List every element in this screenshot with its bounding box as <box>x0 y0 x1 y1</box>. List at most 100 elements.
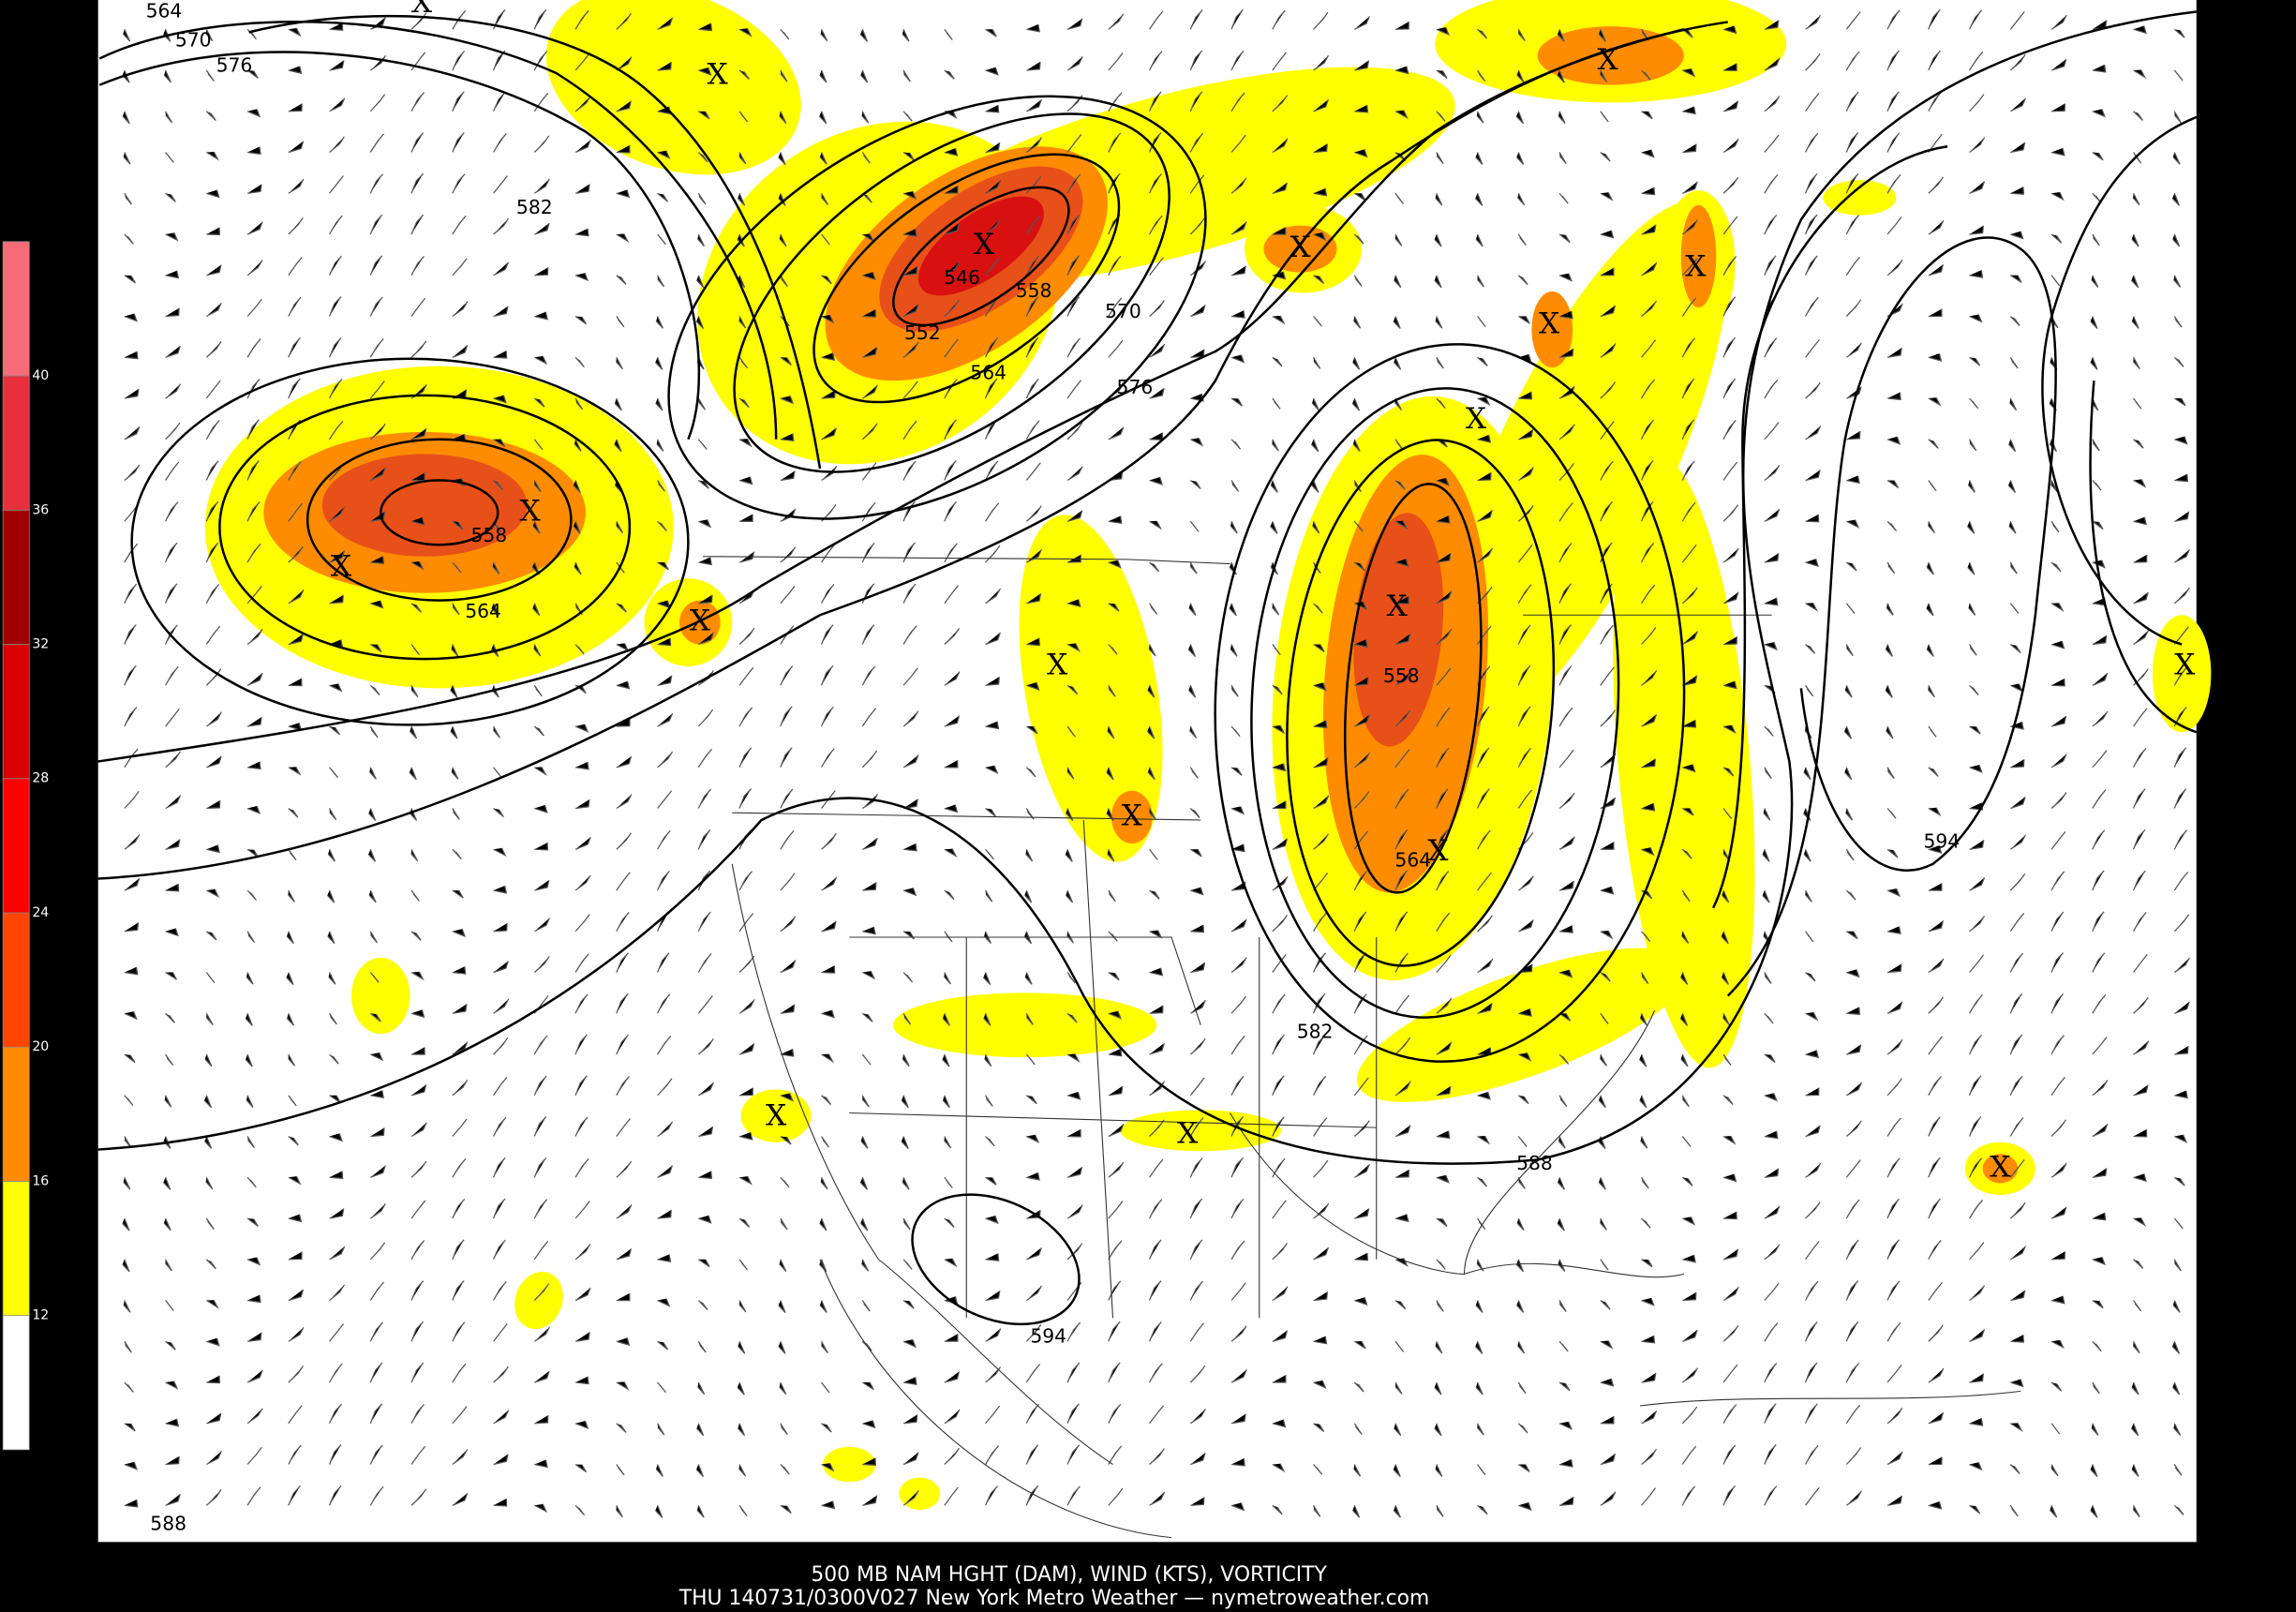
wind-barb <box>1272 953 1287 973</box>
wind-barb <box>657 520 667 531</box>
wind-barb <box>1353 316 1362 329</box>
wind-barb <box>1762 849 1770 862</box>
wind-barb <box>1230 684 1239 697</box>
wind-barb <box>1394 1381 1403 1395</box>
wind-barb <box>1681 544 1697 563</box>
wind-barb <box>123 152 131 165</box>
wind-barb <box>1681 1445 1697 1465</box>
wind-barb <box>1149 300 1165 317</box>
wind-barb <box>246 805 261 814</box>
wind-barb <box>1886 91 1901 112</box>
wind-barb <box>288 256 303 276</box>
wind-barb <box>1845 644 1854 657</box>
wind-barb <box>1026 23 1040 33</box>
wind-barb <box>1517 233 1527 246</box>
height-contour <box>1343 483 1483 894</box>
wind-barb <box>985 1095 993 1107</box>
wind-barb <box>2009 1158 2025 1178</box>
wind-barb <box>1846 969 1860 978</box>
wind-barb <box>1436 667 1452 686</box>
wind-barb <box>1518 1501 1532 1511</box>
wind-barb <box>410 684 419 698</box>
wind-barb <box>1394 233 1403 246</box>
wind-barb <box>1108 1161 1125 1178</box>
wind-barb <box>985 632 1001 646</box>
wind-barb <box>288 545 304 563</box>
wind-barb <box>1436 69 1448 79</box>
vorticity-area <box>1823 180 1897 216</box>
wind-barb <box>1066 134 1082 153</box>
wind-barb <box>205 1299 219 1309</box>
wind-barb <box>2174 511 2190 522</box>
wind-barb <box>1805 338 1820 358</box>
wind-barb <box>2173 872 2189 891</box>
wind-barb <box>452 889 464 899</box>
wind-barb <box>1967 480 1975 493</box>
wind-barb <box>533 725 544 737</box>
wind-barb <box>1764 508 1781 522</box>
wind-barb <box>1108 1085 1124 1097</box>
vorticity-max-marker: X <box>520 494 542 528</box>
wind-barb <box>1026 1247 1042 1261</box>
wind-barb <box>2050 603 2065 613</box>
wind-barb <box>574 397 584 410</box>
vorticity-area <box>1111 790 1153 843</box>
wind-barb <box>944 28 953 40</box>
wind-barb <box>2133 1259 2144 1269</box>
contour-label: 582 <box>516 196 553 218</box>
wind-barb <box>616 794 633 810</box>
wind-barb <box>944 627 961 645</box>
wind-barb <box>862 272 876 281</box>
contour-label: 594 <box>1924 829 1961 852</box>
vorticity-area <box>1613 455 1755 1068</box>
wind-barb <box>2173 829 2188 850</box>
wind-barb <box>778 152 786 166</box>
wind-barb <box>1722 504 1739 522</box>
wind-barb <box>2009 356 2019 369</box>
legend-label: 20 <box>32 1039 49 1054</box>
wind-barb <box>1969 1418 1984 1426</box>
wind-barb <box>2092 750 2108 769</box>
wind-barb <box>738 707 753 727</box>
wind-barb <box>2050 58 2067 71</box>
wind-barb <box>329 550 346 563</box>
wind-barb <box>697 788 712 809</box>
wind-barb <box>1149 1119 1165 1137</box>
wind-barb <box>861 1381 874 1391</box>
wind-barb <box>1969 764 1983 773</box>
vorticity-max-marker: X <box>1990 1150 2011 1184</box>
wind-barb <box>1435 316 1443 329</box>
wind-barb <box>165 1300 174 1311</box>
vorticity-area <box>679 600 721 645</box>
wind-barb <box>1600 886 1615 895</box>
wind-barb <box>1026 637 1041 647</box>
wind-barb <box>1436 590 1453 604</box>
wind-barb <box>1886 848 1899 858</box>
boundary <box>731 863 1113 1465</box>
wind-barb <box>2133 1040 2150 1055</box>
wind-barb <box>246 146 261 156</box>
wind-barb <box>1805 559 1819 567</box>
wind-barb <box>1641 1176 1649 1189</box>
wind-barb <box>902 667 918 686</box>
wind-barb <box>452 1321 466 1342</box>
wind-barb <box>1066 808 1074 821</box>
wind-barb <box>1722 1485 1737 1506</box>
wind-barb <box>1641 28 1649 41</box>
wind-barb <box>944 972 951 985</box>
wind-barb <box>1025 336 1039 358</box>
wind-barb <box>329 420 344 440</box>
wind-barb <box>1353 561 1365 572</box>
wind-barb <box>122 28 131 42</box>
wind-barb <box>288 1405 303 1425</box>
wind-barb <box>1313 833 1330 850</box>
wind-barb <box>573 480 581 494</box>
wind-barb <box>1436 1259 1446 1270</box>
height-contour <box>2089 381 2198 734</box>
wind-barb <box>1313 54 1330 71</box>
wind-barb <box>493 351 508 359</box>
wind-barb <box>1190 887 1204 896</box>
wind-barb <box>2050 191 2065 202</box>
wind-barb <box>410 1404 425 1425</box>
wind-barb <box>1353 1340 1366 1350</box>
